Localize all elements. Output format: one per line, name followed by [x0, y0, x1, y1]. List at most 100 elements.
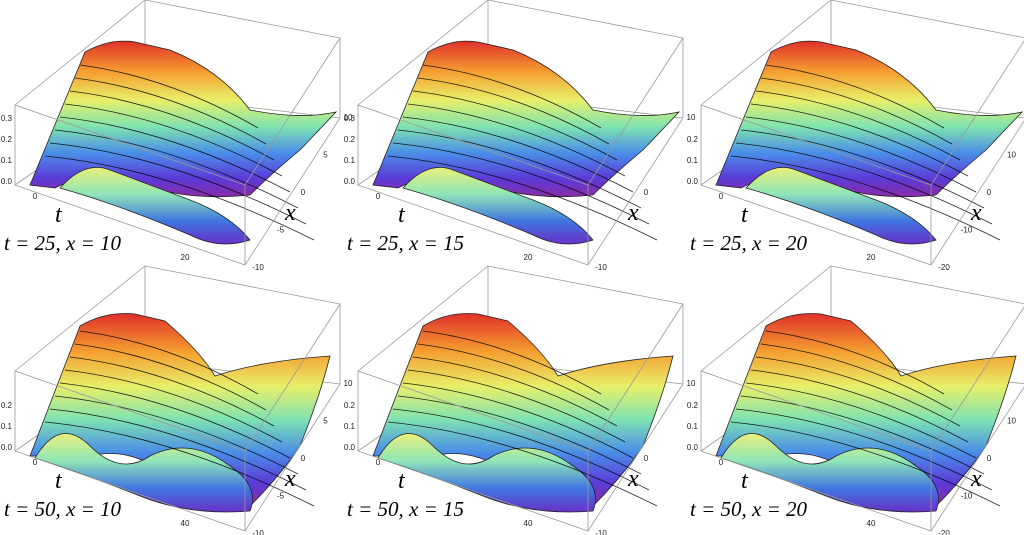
x-axis-label: x: [284, 466, 296, 492]
z-tick-label: 0.2: [1, 135, 13, 144]
contour-line: [730, 421, 1001, 507]
panel-caption: t = 50, x = 20: [690, 497, 807, 521]
contour-line: [59, 382, 291, 459]
x-tick-label: 10: [1007, 417, 1016, 426]
t-tick-label: 0: [376, 192, 381, 201]
box-edge: [14, 265, 341, 532]
contour-line: [422, 64, 602, 129]
contour-line: [765, 330, 945, 395]
panel: 0.0 0.1 0.2 0.3 0 20 10 0 -10 t x t = 25, x = 15: [344, 0, 696, 272]
t-axis-label: t: [398, 468, 406, 494]
contour-line: [64, 369, 283, 443]
z-tick-label: 0.0: [1, 177, 13, 186]
panel: 0.0 0.1 0.2 0 40 10 5 0 -5 -10 t x t = 50, x = 10: [1, 265, 353, 535]
panel-caption: t = 25, x = 15: [347, 231, 464, 255]
z-tick-label: 0.1: [344, 422, 356, 431]
z-tick-label: 0.0: [344, 177, 356, 186]
box-edge: [357, 265, 684, 532]
z-tick-label: 0.3: [344, 114, 356, 123]
contour-line: [760, 77, 953, 145]
contour-line: [69, 356, 275, 427]
surface-front: [720, 433, 939, 513]
z-tick-label: 0.1: [687, 156, 699, 165]
t-tick-label: 40: [181, 519, 190, 528]
contour-line: [49, 408, 307, 491]
contour-line: [760, 343, 953, 411]
z-tick-label: 0.0: [1, 443, 13, 452]
contour-line: [54, 129, 299, 209]
contour-line: [740, 395, 985, 475]
contour-line: [755, 356, 961, 427]
x-tick-label: -20: [938, 263, 950, 272]
z-tick-label: 0.2: [687, 401, 699, 410]
x-tick-label: -5: [277, 492, 285, 501]
t-tick-label: 20: [524, 253, 533, 262]
box-edge: [14, 0, 341, 266]
contour-line: [397, 395, 642, 475]
z-tick-label: 0.0: [687, 177, 699, 186]
panel-caption: t = 25, x = 20: [690, 231, 807, 255]
x-tick-label: 10: [1007, 151, 1016, 160]
contour-line: [422, 330, 602, 395]
contour-line: [735, 142, 993, 225]
t-axis-label: t: [55, 468, 63, 494]
x-tick-label: 0: [301, 188, 306, 197]
contour-line: [69, 90, 275, 161]
x-tick-label: 0: [301, 454, 306, 463]
x-tick-label: -10: [595, 263, 607, 272]
x-tick-label: 0: [987, 188, 992, 197]
t-axis-label: t: [55, 202, 63, 228]
t-axis-label: t: [741, 468, 749, 494]
z-tick-label: 0.1: [344, 156, 356, 165]
panel-caption: t = 50, x = 15: [347, 497, 464, 521]
contour-line: [74, 343, 267, 411]
x-tick-label: -10: [961, 492, 973, 501]
contour-line: [54, 395, 299, 475]
x-tick-label: 0: [644, 188, 649, 197]
panel: 0.0 0.1 0.2 0.3 0 20 10 5 0 -5 -10 t x t = 25, x = 10: [1, 0, 353, 272]
t-tick-label: 0: [376, 458, 381, 467]
t-tick-label: 40: [867, 519, 876, 528]
contour-line: [387, 155, 658, 241]
contour-line: [412, 90, 618, 161]
contour-line: [49, 142, 307, 225]
x-tick-label: -10: [252, 263, 264, 272]
t-axis-label: t: [398, 202, 406, 228]
x-tick-label: 5: [323, 417, 328, 426]
x-tick-label: -20: [938, 529, 950, 535]
contour-line: [397, 129, 642, 209]
contour-line: [745, 116, 977, 193]
contour-line: [402, 116, 634, 193]
contour-line: [417, 77, 610, 145]
t-tick-label: 0: [719, 192, 724, 201]
contour-line: [402, 382, 634, 459]
box-edge: [357, 0, 684, 266]
z-tick-label: 0.0: [687, 443, 699, 452]
x-tick-label: -10: [961, 226, 973, 235]
contour-line: [79, 64, 259, 129]
contour-line: [74, 77, 267, 145]
t-tick-label: 20: [181, 253, 190, 262]
contour-line: [44, 421, 315, 507]
t-tick-label: 40: [524, 519, 533, 528]
panel-caption: t = 25, x = 10: [4, 231, 121, 255]
contour-line: [750, 103, 969, 177]
z-tick-label: 0.2: [1, 401, 13, 410]
contour-line: [64, 103, 283, 177]
z-tick-label: 0.3: [1, 114, 13, 123]
x-axis-label: x: [970, 200, 982, 226]
panel: 0.0 0.1 0.2 0 40 10 0 -10 t x t = 50, x = 15: [344, 265, 696, 535]
x-tick-label: 10: [344, 113, 353, 122]
surface-front: [59, 166, 251, 245]
contour-line: [412, 356, 618, 427]
z-tick-label: 0.0: [344, 443, 356, 452]
contour-line: [735, 408, 993, 491]
z-tick-label: 0.1: [687, 422, 699, 431]
contour-line: [392, 408, 650, 491]
x-axis-label: x: [284, 200, 296, 226]
box-edge: [700, 0, 1024, 266]
x-tick-label: 5: [323, 151, 328, 160]
